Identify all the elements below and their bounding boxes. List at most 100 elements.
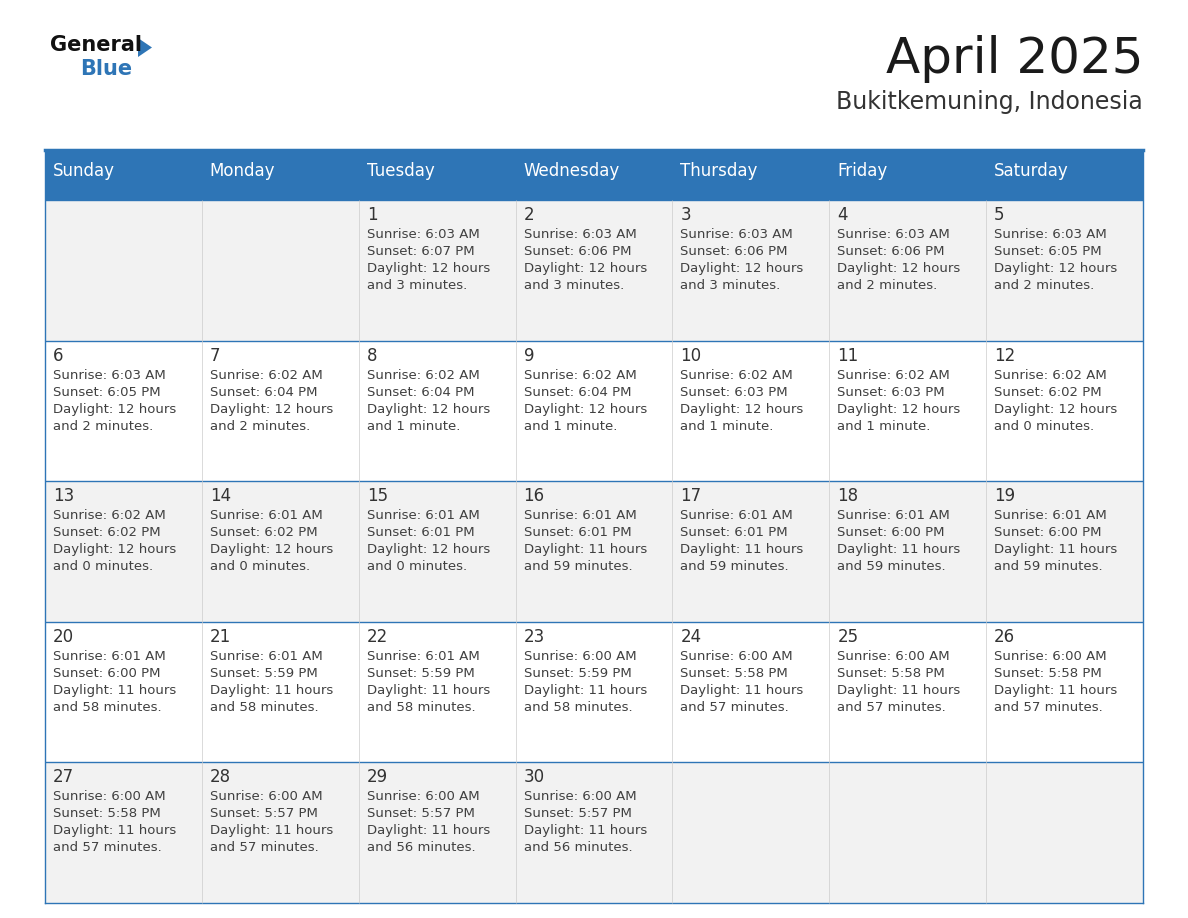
Text: Sunrise: 6:00 AM: Sunrise: 6:00 AM xyxy=(210,790,322,803)
Text: and 1 minute.: and 1 minute. xyxy=(681,420,773,432)
Text: Daylight: 11 hours: Daylight: 11 hours xyxy=(524,684,646,697)
Text: Daylight: 12 hours: Daylight: 12 hours xyxy=(53,403,176,416)
Text: 26: 26 xyxy=(994,628,1016,645)
Text: Sunday: Sunday xyxy=(53,162,115,180)
Text: Daylight: 11 hours: Daylight: 11 hours xyxy=(53,684,176,697)
Text: Sunset: 6:04 PM: Sunset: 6:04 PM xyxy=(367,386,474,398)
Text: Daylight: 12 hours: Daylight: 12 hours xyxy=(367,403,489,416)
Text: Daylight: 12 hours: Daylight: 12 hours xyxy=(367,543,489,556)
Text: Daylight: 12 hours: Daylight: 12 hours xyxy=(838,403,961,416)
Text: 3: 3 xyxy=(681,206,691,224)
Text: Sunrise: 6:01 AM: Sunrise: 6:01 AM xyxy=(994,509,1107,522)
Text: and 58 minutes.: and 58 minutes. xyxy=(53,700,162,714)
Text: Sunset: 6:01 PM: Sunset: 6:01 PM xyxy=(681,526,788,539)
Text: Sunset: 5:59 PM: Sunset: 5:59 PM xyxy=(524,666,631,680)
Text: 11: 11 xyxy=(838,347,859,364)
Text: Sunset: 5:58 PM: Sunset: 5:58 PM xyxy=(53,808,160,821)
Text: Sunset: 6:00 PM: Sunset: 6:00 PM xyxy=(838,526,944,539)
Text: and 57 minutes.: and 57 minutes. xyxy=(681,700,789,714)
Text: Sunset: 6:04 PM: Sunset: 6:04 PM xyxy=(210,386,317,398)
Text: Sunset: 5:58 PM: Sunset: 5:58 PM xyxy=(994,666,1102,680)
Text: and 57 minutes.: and 57 minutes. xyxy=(210,842,318,855)
Text: Sunrise: 6:00 AM: Sunrise: 6:00 AM xyxy=(838,650,950,663)
Text: Sunrise: 6:02 AM: Sunrise: 6:02 AM xyxy=(367,369,480,382)
Text: Sunrise: 6:01 AM: Sunrise: 6:01 AM xyxy=(681,509,794,522)
Text: Daylight: 11 hours: Daylight: 11 hours xyxy=(994,543,1118,556)
Text: Monday: Monday xyxy=(210,162,276,180)
Text: Daylight: 11 hours: Daylight: 11 hours xyxy=(367,684,489,697)
Text: and 56 minutes.: and 56 minutes. xyxy=(524,842,632,855)
Text: 25: 25 xyxy=(838,628,859,645)
Text: and 3 minutes.: and 3 minutes. xyxy=(524,279,624,292)
Text: Sunset: 6:02 PM: Sunset: 6:02 PM xyxy=(53,526,160,539)
Text: 24: 24 xyxy=(681,628,702,645)
Text: Friday: Friday xyxy=(838,162,887,180)
Text: Bukitkemuning, Indonesia: Bukitkemuning, Indonesia xyxy=(836,90,1143,114)
Text: Daylight: 12 hours: Daylight: 12 hours xyxy=(681,403,803,416)
Text: Daylight: 12 hours: Daylight: 12 hours xyxy=(994,262,1118,275)
Text: Sunrise: 6:01 AM: Sunrise: 6:01 AM xyxy=(367,509,480,522)
Text: Tuesday: Tuesday xyxy=(367,162,435,180)
Text: Daylight: 12 hours: Daylight: 12 hours xyxy=(524,403,646,416)
Text: 10: 10 xyxy=(681,347,702,364)
Text: and 58 minutes.: and 58 minutes. xyxy=(524,700,632,714)
Text: Sunrise: 6:00 AM: Sunrise: 6:00 AM xyxy=(53,790,165,803)
Text: Sunset: 5:58 PM: Sunset: 5:58 PM xyxy=(838,666,944,680)
Text: Daylight: 11 hours: Daylight: 11 hours xyxy=(838,543,961,556)
Text: Sunset: 6:04 PM: Sunset: 6:04 PM xyxy=(524,386,631,398)
Text: 8: 8 xyxy=(367,347,378,364)
Text: 15: 15 xyxy=(367,487,387,505)
Text: Wednesday: Wednesday xyxy=(524,162,620,180)
Text: and 57 minutes.: and 57 minutes. xyxy=(838,700,946,714)
Text: Daylight: 11 hours: Daylight: 11 hours xyxy=(524,543,646,556)
Text: 13: 13 xyxy=(53,487,74,505)
Text: and 57 minutes.: and 57 minutes. xyxy=(994,700,1102,714)
Text: 19: 19 xyxy=(994,487,1016,505)
Text: and 2 minutes.: and 2 minutes. xyxy=(53,420,153,432)
Bar xyxy=(45,200,1143,341)
Text: Daylight: 12 hours: Daylight: 12 hours xyxy=(838,262,961,275)
Text: Saturday: Saturday xyxy=(994,162,1069,180)
Text: Daylight: 11 hours: Daylight: 11 hours xyxy=(53,824,176,837)
Text: Sunrise: 6:02 AM: Sunrise: 6:02 AM xyxy=(524,369,637,382)
Text: 27: 27 xyxy=(53,768,74,787)
Text: Sunset: 6:06 PM: Sunset: 6:06 PM xyxy=(681,245,788,258)
Text: and 59 minutes.: and 59 minutes. xyxy=(838,560,946,573)
Text: Sunset: 6:00 PM: Sunset: 6:00 PM xyxy=(53,666,160,680)
Text: Blue: Blue xyxy=(80,59,132,79)
Text: Sunrise: 6:03 AM: Sunrise: 6:03 AM xyxy=(367,228,480,241)
Text: and 1 minute.: and 1 minute. xyxy=(838,420,930,432)
Text: and 59 minutes.: and 59 minutes. xyxy=(524,560,632,573)
Text: Sunrise: 6:02 AM: Sunrise: 6:02 AM xyxy=(53,509,166,522)
Text: and 59 minutes.: and 59 minutes. xyxy=(994,560,1102,573)
Text: General: General xyxy=(50,35,143,55)
Text: and 2 minutes.: and 2 minutes. xyxy=(838,279,937,292)
Text: April 2025: April 2025 xyxy=(885,35,1143,83)
Text: Sunset: 6:05 PM: Sunset: 6:05 PM xyxy=(994,245,1101,258)
Text: 5: 5 xyxy=(994,206,1005,224)
Text: and 1 minute.: and 1 minute. xyxy=(367,420,460,432)
Text: Sunrise: 6:01 AM: Sunrise: 6:01 AM xyxy=(367,650,480,663)
Text: Sunset: 6:03 PM: Sunset: 6:03 PM xyxy=(681,386,788,398)
Text: Sunset: 5:58 PM: Sunset: 5:58 PM xyxy=(681,666,788,680)
Text: and 0 minutes.: and 0 minutes. xyxy=(367,560,467,573)
Text: and 57 minutes.: and 57 minutes. xyxy=(53,842,162,855)
Text: Sunrise: 6:01 AM: Sunrise: 6:01 AM xyxy=(838,509,950,522)
Text: Sunrise: 6:02 AM: Sunrise: 6:02 AM xyxy=(994,369,1107,382)
Text: and 58 minutes.: and 58 minutes. xyxy=(210,700,318,714)
Polygon shape xyxy=(138,38,152,57)
Text: Sunrise: 6:02 AM: Sunrise: 6:02 AM xyxy=(210,369,323,382)
Text: 30: 30 xyxy=(524,768,544,787)
Text: and 0 minutes.: and 0 minutes. xyxy=(210,560,310,573)
Text: and 0 minutes.: and 0 minutes. xyxy=(994,420,1094,432)
Text: 28: 28 xyxy=(210,768,230,787)
Text: and 2 minutes.: and 2 minutes. xyxy=(994,279,1094,292)
Text: Sunset: 5:57 PM: Sunset: 5:57 PM xyxy=(210,808,317,821)
Text: Sunset: 6:02 PM: Sunset: 6:02 PM xyxy=(994,386,1101,398)
Text: Daylight: 11 hours: Daylight: 11 hours xyxy=(838,684,961,697)
Bar xyxy=(45,150,1143,200)
Text: Daylight: 12 hours: Daylight: 12 hours xyxy=(210,403,333,416)
Text: and 58 minutes.: and 58 minutes. xyxy=(367,700,475,714)
Text: 23: 23 xyxy=(524,628,545,645)
Text: Sunrise: 6:03 AM: Sunrise: 6:03 AM xyxy=(524,228,637,241)
